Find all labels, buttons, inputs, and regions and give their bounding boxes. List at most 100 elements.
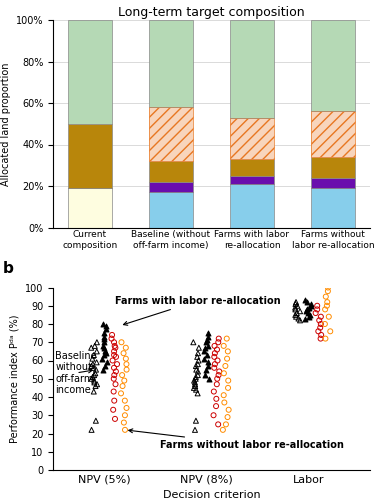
Point: [295, 314, 301, 322]
Point: [205, 358, 211, 366]
Point: [195, 371, 201, 379]
Point: [314, 302, 320, 310]
Point: [214, 380, 220, 388]
Point: [111, 348, 117, 356]
Point: [318, 320, 324, 328]
Point: [193, 362, 199, 370]
Bar: [149, 182, 193, 192]
Point: [318, 331, 324, 339]
Bar: [311, 157, 355, 178]
Point: [123, 366, 130, 374]
Point: [191, 376, 197, 384]
Point: [205, 342, 211, 350]
Point: [324, 298, 330, 306]
Point: [103, 326, 109, 334]
Point: [297, 307, 303, 315]
Text: a: a: [3, 0, 13, 2]
Point: [92, 370, 98, 378]
Point: [122, 411, 128, 419]
Point: [205, 333, 211, 341]
Point: [292, 304, 298, 312]
Text: b: b: [3, 261, 14, 276]
Point: [292, 306, 298, 314]
Point: [122, 426, 128, 434]
Point: [100, 366, 106, 374]
Point: [221, 398, 227, 406]
Point: [99, 354, 105, 362]
Point: [225, 384, 231, 392]
Point: [297, 316, 303, 324]
Point: [118, 390, 124, 398]
Point: [224, 413, 231, 421]
Point: [224, 334, 230, 342]
Legend: Abandoned, Alnus plantation, Pinus plantation, Low-input pasture, Intense pastur: Abandoned, Alnus plantation, Pinus plant…: [98, 294, 325, 343]
Point: [104, 358, 110, 366]
Bar: [149, 20, 193, 107]
Point: [109, 334, 115, 342]
Point: [102, 348, 109, 356]
Point: [225, 376, 231, 384]
Point: [111, 338, 117, 346]
Point: [192, 378, 198, 386]
Point: [93, 366, 99, 374]
Y-axis label: Allocated land proportion: Allocated land proportion: [0, 62, 11, 186]
Point: [206, 375, 212, 383]
Point: [112, 415, 118, 423]
Bar: [311, 112, 355, 157]
X-axis label: Decision criterion: Decision criterion: [163, 490, 260, 500]
Point: [304, 306, 311, 314]
Point: [317, 324, 323, 332]
Point: [190, 338, 196, 346]
Point: [215, 356, 221, 364]
Point: [191, 384, 197, 392]
Point: [293, 312, 299, 320]
Point: [193, 366, 199, 374]
Point: [109, 331, 115, 339]
Point: [192, 380, 198, 388]
Point: [201, 354, 207, 362]
Point: [111, 375, 117, 383]
Point: [325, 284, 331, 292]
Point: [223, 362, 229, 370]
Y-axis label: Performance index Pᵈᵃ (%): Performance index Pᵈᵃ (%): [10, 314, 20, 443]
Point: [113, 353, 119, 361]
Point: [113, 368, 119, 376]
Point: [203, 366, 209, 374]
Point: [101, 333, 107, 341]
Point: [294, 302, 300, 310]
Point: [114, 360, 120, 368]
Point: [88, 375, 94, 383]
Point: [318, 312, 324, 320]
Point: [103, 349, 109, 357]
Point: [216, 368, 222, 376]
Point: [215, 420, 221, 428]
Point: [294, 309, 300, 317]
Bar: [230, 159, 274, 176]
Bar: [68, 124, 112, 188]
Bar: [149, 192, 193, 228]
Point: [306, 312, 312, 320]
Point: [100, 320, 106, 328]
Point: [221, 342, 227, 350]
Point: [303, 307, 309, 315]
Point: [204, 351, 210, 359]
Point: [314, 306, 320, 314]
Point: [221, 391, 227, 399]
Point: [196, 344, 202, 351]
Point: [89, 354, 95, 362]
Point: [211, 388, 217, 396]
Point: [118, 338, 125, 346]
Point: [316, 316, 322, 324]
Point: [123, 404, 130, 412]
Point: [304, 298, 310, 306]
Point: [211, 342, 218, 350]
Point: [119, 371, 125, 379]
Bar: [68, 20, 112, 124]
Point: [315, 328, 321, 336]
Point: [302, 296, 308, 304]
Point: [214, 375, 220, 383]
Point: [93, 416, 99, 424]
Point: [112, 344, 118, 351]
Point: [312, 309, 319, 317]
Bar: [149, 107, 193, 161]
